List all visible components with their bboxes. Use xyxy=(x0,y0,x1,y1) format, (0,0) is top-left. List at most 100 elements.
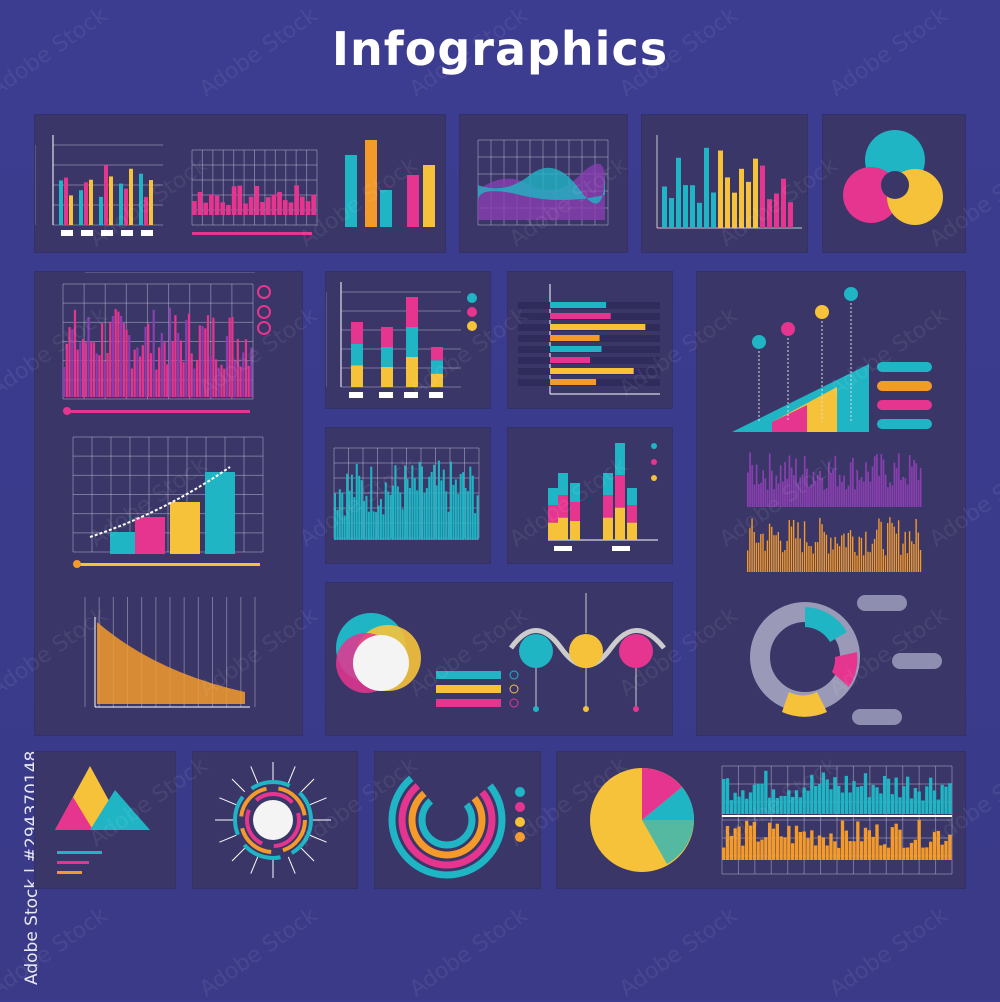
panel-triangle-chart xyxy=(35,752,175,888)
bar xyxy=(771,789,776,814)
bar xyxy=(817,835,822,860)
bar xyxy=(814,541,817,572)
bar xyxy=(900,479,902,507)
bar xyxy=(193,368,196,397)
bar xyxy=(457,494,460,540)
bar xyxy=(336,509,339,540)
bar xyxy=(845,489,848,507)
bar xyxy=(869,552,871,572)
ring xyxy=(418,791,476,849)
ray xyxy=(250,856,259,874)
bar xyxy=(913,839,917,860)
bar xyxy=(777,532,780,572)
bar xyxy=(745,820,749,860)
bar xyxy=(71,329,74,397)
bar xyxy=(394,465,397,540)
bar xyxy=(380,190,392,227)
legend-dot xyxy=(515,817,525,827)
label-pill xyxy=(852,709,902,725)
bar xyxy=(891,485,894,507)
bar xyxy=(550,302,607,308)
bar xyxy=(311,194,316,215)
panel-circle-infographic xyxy=(326,583,672,735)
step-circle xyxy=(619,634,653,668)
bar xyxy=(911,541,913,572)
bar xyxy=(729,800,733,814)
legend-mark xyxy=(429,392,443,398)
bar xyxy=(760,482,762,507)
bar xyxy=(812,471,815,507)
bar xyxy=(360,480,363,540)
ray xyxy=(250,766,259,784)
bar-segment xyxy=(558,517,568,540)
slider-handle xyxy=(63,407,71,415)
legend-dot xyxy=(257,321,271,335)
bar xyxy=(476,495,479,540)
bar xyxy=(806,542,808,572)
bar xyxy=(906,484,909,507)
triangle xyxy=(55,797,93,830)
bar xyxy=(733,828,737,860)
bar xyxy=(223,368,226,397)
bar xyxy=(878,518,880,572)
bar xyxy=(836,486,839,507)
bar xyxy=(840,820,845,860)
bar xyxy=(177,332,180,397)
bar xyxy=(856,555,858,572)
bar-segment xyxy=(381,347,393,367)
ray xyxy=(300,847,315,862)
bar xyxy=(669,198,674,228)
bar xyxy=(838,474,841,507)
panel-bar-charts-trio xyxy=(35,115,445,252)
bar xyxy=(791,796,795,814)
bar xyxy=(418,461,421,540)
bar xyxy=(833,841,837,860)
ring xyxy=(239,786,307,854)
bar xyxy=(889,517,891,572)
bar xyxy=(430,471,433,540)
bar xyxy=(220,202,226,215)
bar xyxy=(860,785,864,814)
panel-pie-and-bars xyxy=(557,752,965,888)
bar xyxy=(782,481,784,507)
bar xyxy=(862,481,865,507)
bar xyxy=(814,786,818,814)
bar xyxy=(725,825,730,860)
bar xyxy=(718,150,723,228)
bar xyxy=(428,476,431,540)
bar xyxy=(260,202,265,215)
bar xyxy=(891,522,893,572)
bar xyxy=(82,338,85,397)
bar xyxy=(860,537,863,572)
bar xyxy=(130,368,134,397)
bar xyxy=(401,509,404,540)
bar xyxy=(894,823,898,860)
bar xyxy=(783,837,787,860)
bar-segment xyxy=(570,521,580,540)
watermark-text: Adobe Stock xyxy=(195,902,323,1002)
bar xyxy=(810,830,814,860)
bar xyxy=(827,461,830,507)
bar xyxy=(788,519,790,572)
bar xyxy=(764,478,767,507)
legend-mark xyxy=(349,392,363,398)
bar xyxy=(170,502,200,554)
bar xyxy=(897,453,900,507)
bar xyxy=(79,190,83,225)
bar xyxy=(808,487,810,507)
bar xyxy=(250,347,253,397)
bar xyxy=(231,316,234,397)
bar xyxy=(79,342,82,397)
bar xyxy=(155,369,158,397)
step-circle xyxy=(519,634,553,668)
bar xyxy=(917,820,921,860)
bar-segment xyxy=(406,357,418,387)
bar xyxy=(944,840,948,860)
bar xyxy=(810,546,812,572)
bar xyxy=(799,477,802,507)
bar xyxy=(775,475,778,507)
bar xyxy=(757,542,760,572)
bar xyxy=(766,540,769,572)
panel-horizontal-bars xyxy=(508,272,672,408)
bar xyxy=(873,538,876,572)
